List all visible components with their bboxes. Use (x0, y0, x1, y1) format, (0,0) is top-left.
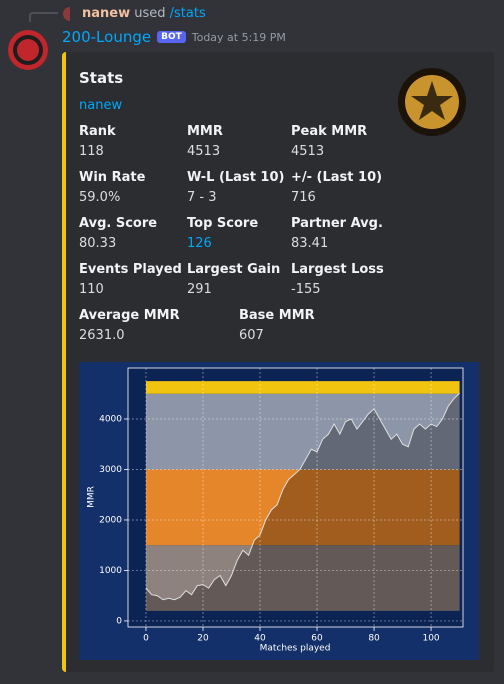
reply-action: used (134, 6, 166, 21)
under-line-shade (145, 393, 460, 611)
rank-band (145, 469, 460, 546)
field-value: 118 (79, 144, 104, 159)
field-value: 607 (239, 328, 264, 343)
reply-line: nanew used /stats (82, 6, 206, 21)
field-name: Rank (79, 124, 116, 139)
timestamp: Today at 5:19 PM (191, 30, 286, 44)
y-tick-label: 4000 (99, 414, 122, 424)
rank-band (145, 381, 460, 394)
bot-badge: BOT (157, 31, 186, 43)
thumbnail (398, 68, 466, 136)
message-header: 200-Lounge BOT Today at 5:19 PM (62, 28, 286, 46)
reply-command[interactable]: /stats (169, 6, 206, 21)
y-tick-label: 0 (116, 616, 122, 626)
field-name: W-L (Last 10) (187, 170, 285, 185)
x-tick-label: 80 (368, 634, 380, 644)
field-value: 110 (79, 282, 104, 297)
field-value: 4513 (291, 144, 325, 159)
field-value: 291 (187, 282, 212, 297)
decor (8, 7, 70, 70)
chart: Matches played MMR 0 20 40 60 80 100010002000… (79, 362, 479, 660)
field-value: 7 - 3 (187, 190, 217, 205)
x-tick-label: 20 (197, 634, 209, 644)
mmr-line (145, 392, 460, 601)
field-name: Avg. Score (79, 216, 158, 231)
x-axis-label: Matches played (260, 644, 331, 654)
field-name: Peak MMR (291, 124, 368, 139)
field-name: Largest Gain (187, 262, 281, 277)
y-tick-label: 1000 (99, 566, 122, 576)
field-name: Events Played (79, 262, 182, 277)
x-tick-label: 40 (254, 634, 266, 644)
field-name: Top Score (187, 216, 259, 231)
field-value: 59.0% (79, 190, 121, 205)
field-value: -155 (291, 282, 321, 297)
reply-user[interactable]: nanew (82, 6, 131, 21)
field-name: MMR (187, 124, 223, 139)
embed-title: Stats (79, 69, 124, 87)
field-value: 83.41 (291, 236, 329, 251)
author[interactable]: 200-Lounge (62, 28, 152, 46)
field-value: 716 (291, 190, 316, 205)
embed-link[interactable]: nanew (79, 98, 123, 113)
field-value: 4513 (187, 144, 221, 159)
field-name: Average MMR (79, 308, 180, 323)
field-name: Largest Loss (291, 262, 384, 277)
rank-band (145, 545, 460, 611)
x-tick-label: 60 (311, 634, 323, 644)
rank-band (145, 393, 460, 470)
field-value: 80.33 (79, 236, 117, 251)
y-tick-label: 2000 (99, 515, 122, 525)
field-value: 2631.0 (79, 328, 125, 343)
field-name: Partner Avg. (291, 216, 383, 231)
field-name: Base MMR (239, 308, 315, 323)
x-tick-label: 0 (143, 634, 149, 644)
y-tick-label: 3000 (99, 465, 122, 475)
field-name: +/- (Last 10) (291, 170, 383, 185)
field-value[interactable]: 126 (187, 236, 212, 251)
field-name: Win Rate (79, 170, 146, 185)
y-axis-label: MMR (87, 486, 97, 508)
x-tick-label: 100 (422, 634, 439, 644)
